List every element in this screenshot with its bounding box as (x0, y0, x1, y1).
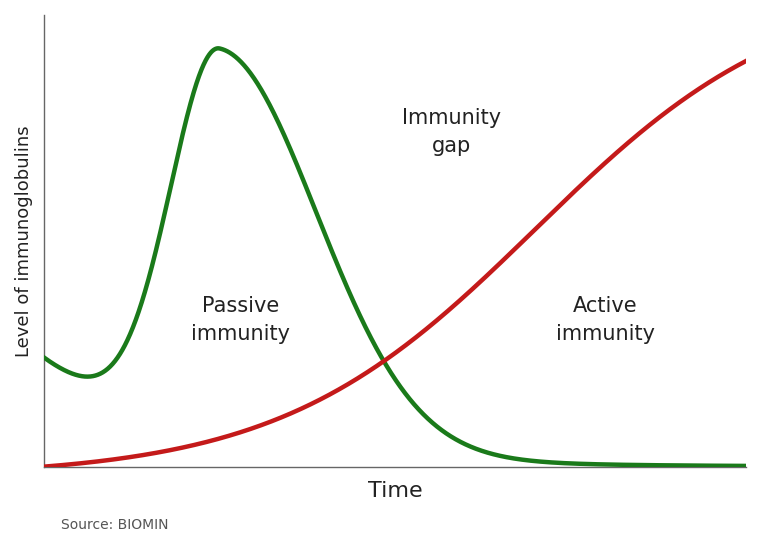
Text: Immunity
gap: Immunity gap (402, 108, 501, 156)
Text: Passive
immunity: Passive immunity (191, 296, 290, 344)
Text: Source: BIOMIN: Source: BIOMIN (61, 518, 168, 532)
X-axis label: Time: Time (368, 481, 422, 500)
Y-axis label: Level of immunoglobulins: Level of immunoglobulins (15, 125, 33, 357)
Text: Active
immunity: Active immunity (556, 296, 655, 344)
